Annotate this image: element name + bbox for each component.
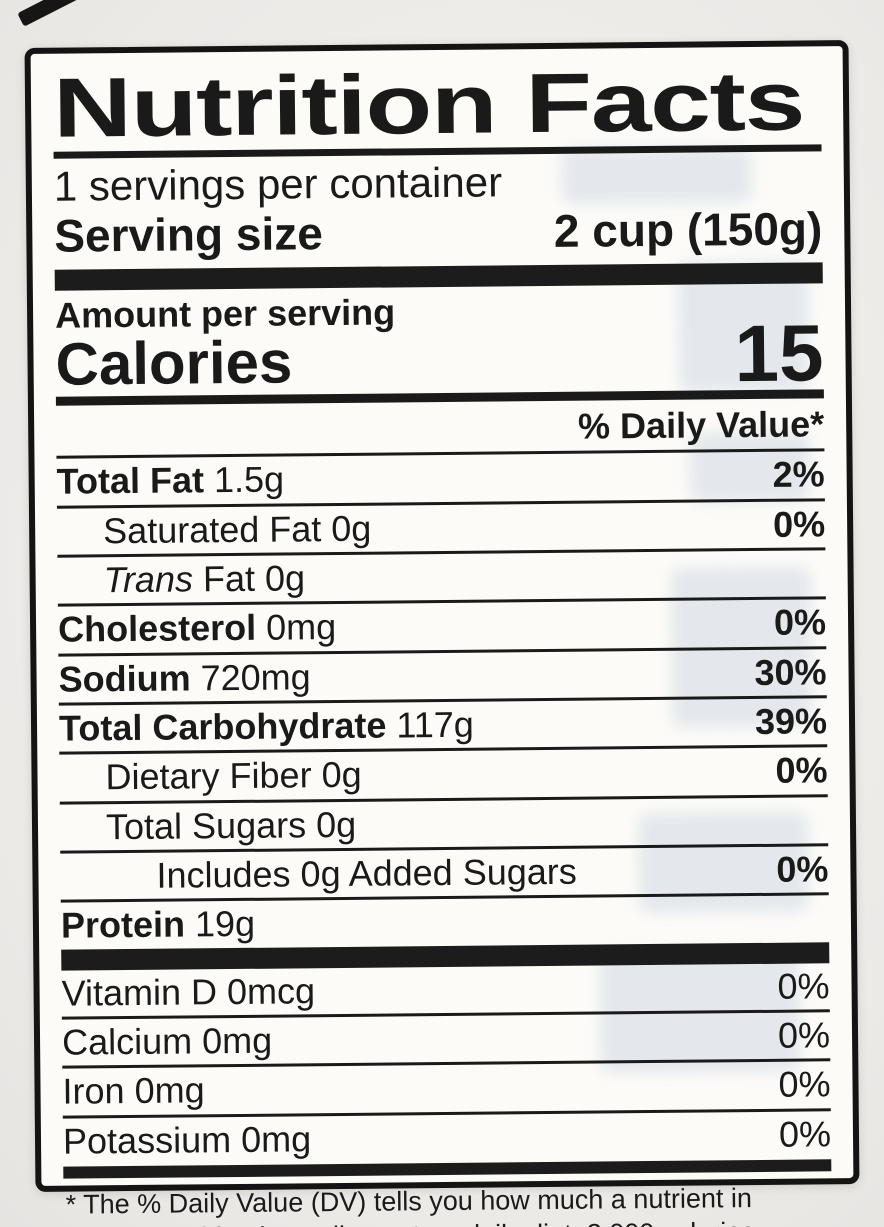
row-name: Cholesterol 0mg — [57, 606, 337, 651]
row-daily-value: 0% — [775, 749, 828, 792]
servings-per-container: 1 servings per container — [53, 158, 503, 210]
calories-label: Calories — [55, 328, 293, 399]
photo-edge-mark — [17, 0, 101, 27]
nutrient-row: Dietary Fiber 0g 0% — [59, 744, 828, 802]
row-name: Iron 0mg — [62, 1069, 205, 1112]
vitamin-row: Calcium 0mg 0% — [61, 1009, 831, 1066]
calories-left: Amount per serving Calories — [54, 291, 396, 399]
row-daily-value: 0% — [772, 503, 826, 545]
row-daily-value: 0% — [778, 1063, 831, 1106]
calories-section: Amount per serving Calories 15 — [54, 283, 824, 399]
vitamin-row: Iron 0mg 0% — [62, 1058, 831, 1116]
row-name-bold: Cholesterol — [57, 607, 257, 651]
vitamin-row: Potassium 0mg 0% — [62, 1107, 832, 1165]
nutrient-row: Saturated Fat 0g 0% — [56, 498, 826, 555]
row-name-bold: Protein — [60, 903, 186, 946]
row-name: Total Carbohydrate 117g — [58, 703, 475, 749]
vitamin-row: Vitamin D 0mcg 0% — [61, 963, 829, 1017]
nutrient-row: Total Carbohydrate 117g 39% — [58, 695, 828, 753]
row-name: Calcium 0mg — [61, 1019, 273, 1063]
daily-value-header: % Daily Value* — [577, 403, 825, 448]
row-name-bold: Sodium — [58, 657, 191, 700]
row-name: Trans Fat 0g — [103, 557, 306, 601]
nutrient-row: Total Fat 1.5g 2% — [56, 448, 825, 506]
calories-value: 15 — [734, 308, 824, 399]
row-daily-value: 0% — [777, 964, 830, 1007]
nutrition-facts-label: Nutrition Facts 1 servings per container… — [24, 40, 860, 1227]
amount-per-serving: Amount per serving — [54, 291, 396, 336]
row-name-italic: Trans — [103, 558, 194, 601]
nutrient-row: Cholesterol 0mg 0% — [57, 596, 827, 654]
row-name-bold: Total Carbohydrate — [58, 704, 387, 749]
nutrient-row: Includes 0g Added Sugars 0% — [60, 843, 829, 900]
nutrient-row: Total Sugars 0g — [59, 793, 829, 851]
nutrient-row: Trans Fat 0g — [57, 547, 826, 605]
serving-size-row: Serving size 2 cup (150g) — [54, 202, 823, 262]
row-daily-value: 0% — [776, 848, 829, 890]
serving-size-value: 2 cup (150g) — [553, 202, 823, 258]
row-daily-value: 0% — [777, 1014, 831, 1056]
row-name: Total Sugars 0g — [105, 803, 357, 847]
row-name: Saturated Fat 0g — [102, 507, 372, 552]
vitamin-rows: Vitamin D 0mcg 0% Calcium 0mg 0% Iron 0mg 0% P… — [61, 963, 832, 1165]
row-name: Dietary Fiber 0g — [105, 754, 362, 798]
row-name: Vitamin D 0mcg — [61, 969, 316, 1014]
row-daily-value: 39% — [754, 700, 828, 743]
row-name: Sodium 720mg — [58, 655, 311, 700]
row-name: Includes 0g Added Sugars — [156, 850, 577, 896]
row-daily-value: 0% — [773, 601, 827, 644]
nutrient-rows: Total Fat 1.5g 2% Saturated Fat 0g 0% Trans … — [56, 448, 830, 950]
row-daily-value: 0% — [778, 1112, 832, 1155]
serving-size-label: Serving size — [54, 207, 324, 262]
row-name-bold: Total Fat — [56, 459, 205, 503]
row-name: Potassium 0mg — [62, 1117, 312, 1162]
row-daily-value: 30% — [754, 651, 827, 693]
footnote: * The % Daily Value (DV) tells you how m… — [65, 1182, 755, 1227]
nutrient-row: Protein 19g — [60, 892, 830, 950]
row-name: Protein 19g — [60, 903, 256, 946]
label-title: Nutrition Facts — [52, 53, 805, 155]
row-name: Total Fat 1.5g — [56, 458, 285, 503]
row-daily-value: 2% — [772, 453, 825, 496]
nutrient-row: Sodium 720mg 30% — [58, 646, 827, 703]
